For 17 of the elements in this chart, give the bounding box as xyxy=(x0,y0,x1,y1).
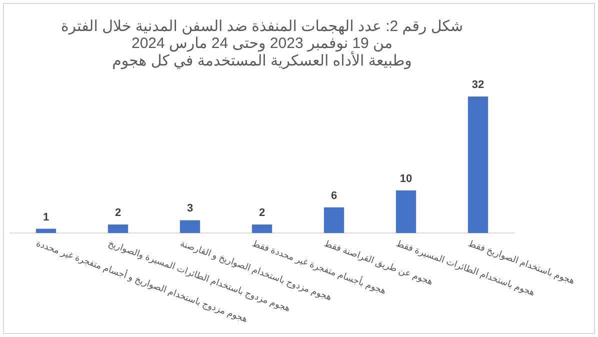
bar xyxy=(468,96,488,233)
data-label: 1 xyxy=(42,211,50,224)
bar xyxy=(36,228,56,233)
data-label: 2 xyxy=(114,207,122,220)
data-label: 10 xyxy=(400,172,412,185)
data-label: 32 xyxy=(472,79,484,92)
text: وطبيعة الأداه العسكرية المستخدمة في كل هجوم xyxy=(112,52,412,70)
bar xyxy=(324,207,344,233)
data-label: 2 xyxy=(258,207,266,220)
bar xyxy=(180,220,200,233)
data-label: 3 xyxy=(186,202,194,215)
bar xyxy=(252,224,272,233)
bar xyxy=(108,224,128,233)
text: شكل رقم 2: عدد الهجمات المنفذة ضد السفن المدنية خلال الفترة xyxy=(60,18,464,35)
bar xyxy=(396,190,416,233)
data-label: 6 xyxy=(330,190,338,202)
text: من 19 نوفمبر 2023 وحتى 24 مارس 2024 xyxy=(131,35,393,52)
